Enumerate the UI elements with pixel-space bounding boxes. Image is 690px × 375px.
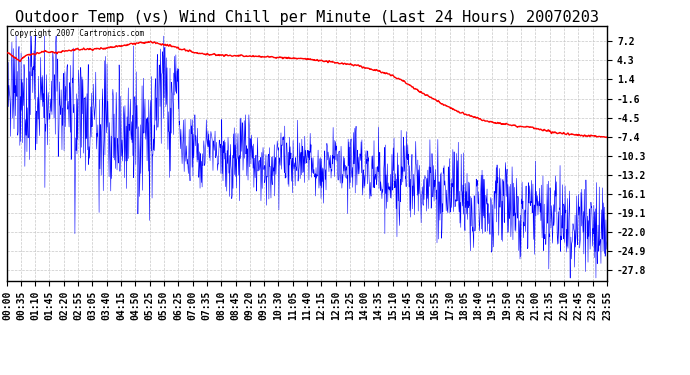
Text: Copyright 2007 Cartronics.com: Copyright 2007 Cartronics.com <box>10 29 144 38</box>
Title: Outdoor Temp (vs) Wind Chill per Minute (Last 24 Hours) 20070203: Outdoor Temp (vs) Wind Chill per Minute … <box>15 10 599 25</box>
